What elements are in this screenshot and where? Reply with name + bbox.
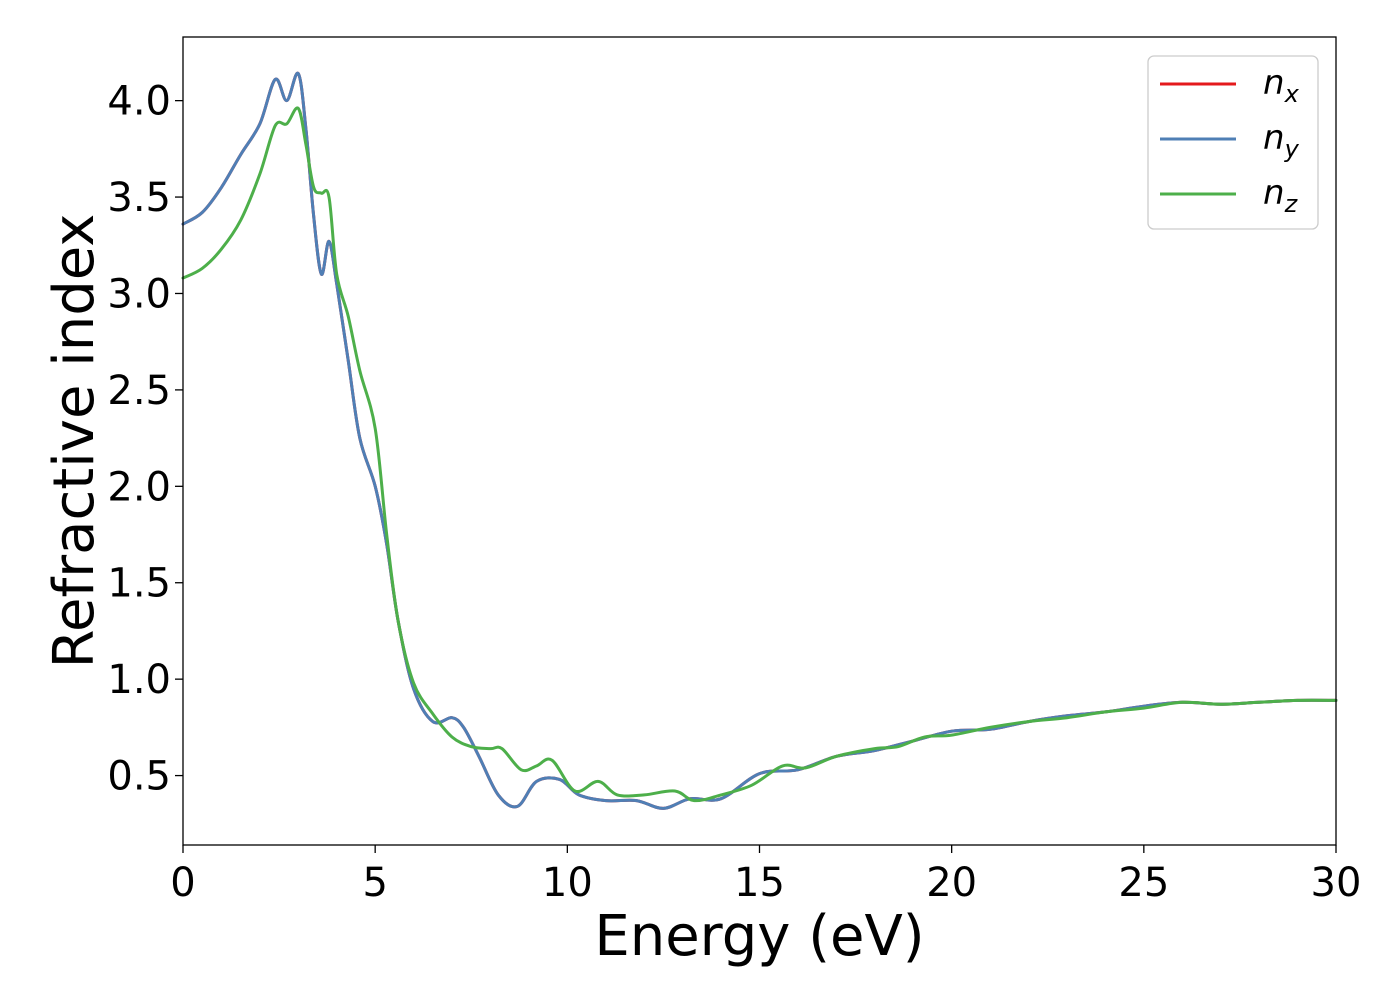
series-layer	[181, 71, 1338, 810]
x-tick-label: 20	[926, 860, 977, 906]
legend-entry-label: nx	[1263, 63, 1300, 108]
x-tick-label: 10	[542, 860, 593, 906]
x-tick-label: 25	[1118, 860, 1169, 906]
x-axis-label: Energy (eV)	[594, 904, 924, 969]
y-tick-label: 3.0	[107, 271, 171, 317]
x-tick-label: 15	[734, 860, 785, 906]
y-tick-label: 3.5	[107, 175, 171, 221]
y-tick-label: 1.0	[107, 657, 171, 703]
legend: nx ny nz	[1147, 55, 1319, 230]
x-axis-ticks: 0 5 10 15 20 25 30	[170, 845, 1361, 906]
x-tick-label: 5	[362, 860, 387, 906]
y-tick-label: 0.5	[107, 754, 171, 800]
legend-entry-label: ny	[1263, 118, 1300, 163]
y-tick-label: 4.0	[107, 79, 171, 125]
y-axis-ticks: 0.5 1.0 1.5 2.0 2.5 3.0 3.5 4.0	[107, 79, 183, 800]
series-line-n-z	[181, 106, 1338, 803]
x-tick-label: 30	[1311, 860, 1362, 906]
y-tick-label: 1.5	[107, 561, 171, 607]
y-axis-label: Refractive index	[42, 214, 107, 669]
legend-entry-label: nz	[1263, 173, 1299, 218]
x-tick-label: 0	[170, 860, 195, 906]
y-tick-label: 2.0	[107, 464, 171, 510]
y-tick-label: 2.5	[107, 368, 171, 414]
legend-box	[1147, 55, 1319, 230]
